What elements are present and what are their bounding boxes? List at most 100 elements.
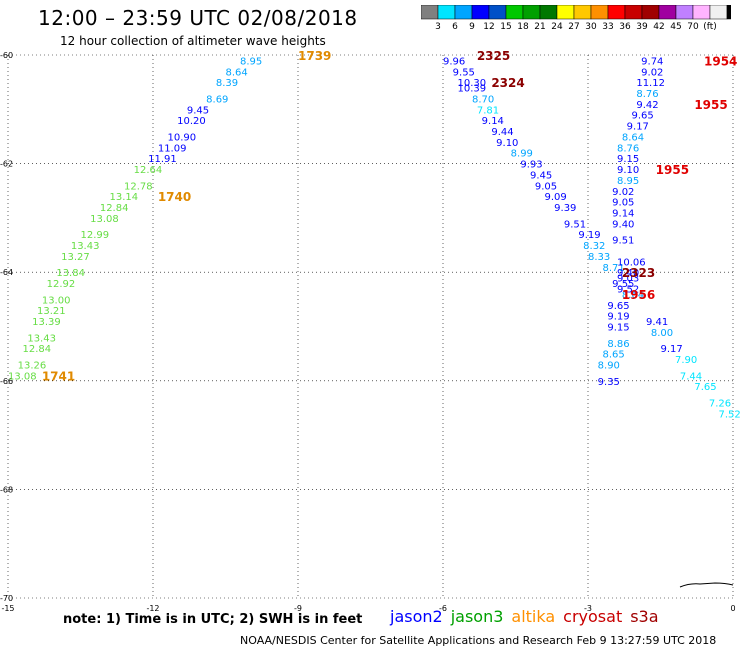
wave-height-label: 8.39 [216,78,238,89]
colorbar-label: 21 [534,22,546,32]
wave-height-label: 9.45 [187,105,209,116]
wave-tracks: 8.958.648.398.699.4510.2010.9011.0911.91… [8,56,740,420]
pass-time-label: 2325 [477,49,510,63]
wave-height-label: 12.99 [81,230,110,241]
colorbar-label: 30 [585,22,597,32]
wave-height-label: 9.15 [617,154,639,165]
legend-item-s3a: s3a [630,607,659,626]
wave-height-label: 10.90 [168,132,197,143]
pass-times: 1739 1740 1741 2325 2324 2323 1954 1955 1955 1956 [42,49,738,383]
colorbar-label: 39 [636,22,648,32]
colorbar-label: 18 [517,22,529,32]
wave-height-label: 8.90 [598,361,620,372]
wave-height-label: 7.26 [709,399,731,410]
wave-height-label: 9.52 [617,284,639,295]
pass-time-label: 1955 [694,98,727,112]
pass-time-label: 2323 [622,266,655,280]
y-tick-label: -60 [0,51,13,60]
pass-time-label: 1741 [42,369,75,383]
wave-height-label: 12.78 [124,181,153,192]
colorbar [421,5,731,20]
colorbar-label: 70 [687,22,699,32]
colorbar-label: 12 [483,22,495,32]
page-title: 12:00 – 23:59 UTC 02/08/2018 [38,6,358,30]
wave-height-label: 7.90 [675,355,697,366]
note-text: note: 1) Time is in UTC; 2) SWH is in fe… [63,612,363,627]
wave-height-label: 7.81 [477,105,499,116]
wave-height-label: 10.39 [458,84,487,95]
colorbar-label: 42 [653,22,665,32]
wave-height-label: 12.64 [134,165,163,176]
wave-height-label: 9.19 [578,230,600,241]
wave-height-label: 11.91 [148,154,177,165]
wave-height-label: 12.92 [47,279,76,290]
wave-height-label: 9.44 [491,127,513,138]
satellite-legend: jason2 jason3 altika cryosat s3a [390,607,667,626]
wave-height-label: 8.64 [622,290,644,301]
pass-time-label: 2324 [491,76,524,90]
wave-height-label: 8.64 [622,132,644,143]
wave-height-label: 9.10 [617,165,639,176]
wave-height-label: 10.30 [458,78,487,89]
y-tick-label: -64 [0,268,13,277]
wave-height-label: 8.64 [226,67,248,78]
track-s3a: 9.749.0211.128.769.429.659.178.648.769.1… [598,56,665,387]
wave-height-label: 9.35 [598,377,620,388]
wave-height-label: 12.84 [23,344,52,355]
legend-item-altika: altika [511,607,556,626]
wave-height-label: 9.03 [617,274,639,285]
x-tick-label: -9 [294,604,302,613]
legend-item-jason3: jason3 [450,607,504,626]
wave-height-label: 9.51 [612,236,634,247]
pass-time-label: 1954 [704,54,737,68]
wave-height-label: 13.26 [18,361,47,372]
wave-height-label: 7.65 [694,382,716,393]
x-tick-label: -12 [146,604,159,613]
wave-height-label: 9.65 [632,111,654,122]
wave-height-label: 11.12 [636,78,665,89]
wave-height-label: 11.09 [158,143,187,154]
colorbar-label: 33 [602,22,614,32]
wave-height-label: 9.05 [612,198,634,209]
colorbar-label: 24 [551,22,563,32]
wave-height-label: 8.65 [603,350,625,361]
wave-height-label: 9.14 [482,116,504,127]
wave-height-label: 8.33 [588,252,610,263]
wave-height-label: 8.32 [583,241,605,252]
wave-height-label: 9.17 [627,122,649,133]
wave-height-label: 9.17 [661,344,683,355]
wave-height-label: 9.40 [617,268,639,279]
wave-height-label: 9.55 [453,67,475,78]
wave-height-label: 8.99 [511,149,533,160]
wave-height-label: 9.93 [520,160,542,171]
wave-height-label: 9.41 [646,317,668,328]
pass-time-label: 1739 [298,49,331,63]
wave-height-label: 13.08 [90,214,119,225]
colorbar-label: 27 [568,22,580,32]
wave-height-label: 13.43 [27,333,56,344]
colorbar-label: 45 [670,22,682,32]
x-tick-label: -15 [1,604,14,613]
wave-height-label: 13.14 [110,192,139,203]
wave-height-label: 9.39 [554,203,576,214]
colorbar-label: (ft) [703,22,717,32]
wave-height-label: 9.09 [545,192,567,203]
wave-height-label: 9.40 [612,219,634,230]
wave-height-label: 9.14 [612,208,634,219]
wave-height-label: 9.45 [530,170,552,181]
wave-height-label: 9.02 [641,67,663,78]
wave-height-label: 12.84 [100,203,129,214]
wave-height-label: 8.76 [617,143,639,154]
pass-time-label: 1955 [656,163,689,177]
wave-height-label: 9.05 [535,181,557,192]
coastline [679,582,734,588]
y-tick-label: -62 [0,160,13,169]
page-subtitle: 12 hour collection of altimeter wave hei… [60,34,326,48]
colorbar-label: 15 [500,22,512,32]
legend-item-jason2: jason2 [390,607,443,626]
wave-height-label: 8.86 [607,339,629,350]
wave-height-label: 9.42 [636,100,658,111]
wave-height-label: 13.08 [8,371,37,382]
